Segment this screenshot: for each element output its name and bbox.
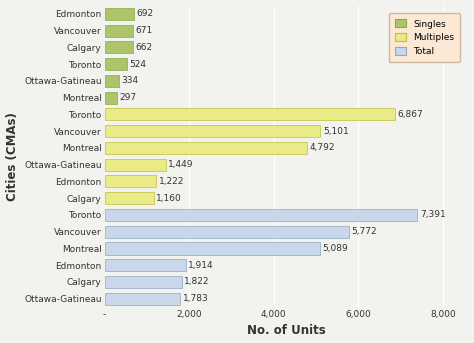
Bar [104,75,118,87]
Bar [104,192,154,204]
Bar [104,276,182,288]
Text: 692: 692 [137,9,154,19]
Text: 1,449: 1,449 [168,160,194,169]
Bar [104,159,166,171]
Bar [104,259,185,271]
Text: 4,792: 4,792 [310,143,335,152]
X-axis label: No. of Units: No. of Units [247,324,326,338]
Text: 5,089: 5,089 [322,244,348,253]
Bar [104,226,349,238]
Bar [104,243,320,255]
Text: 524: 524 [129,60,146,69]
Bar [104,25,133,37]
Text: 297: 297 [119,93,137,102]
Text: 1,222: 1,222 [159,177,184,186]
Bar [104,209,417,221]
Text: 662: 662 [135,43,152,52]
Text: 334: 334 [121,76,138,85]
Text: 1,160: 1,160 [156,194,182,203]
Bar [104,58,127,70]
Bar [104,92,117,104]
Text: 1,914: 1,914 [188,261,214,270]
Text: 671: 671 [136,26,153,35]
Bar [104,293,180,305]
Text: 7,391: 7,391 [420,211,446,220]
Bar [104,142,307,154]
Text: 1,783: 1,783 [182,294,208,303]
Bar [104,42,133,54]
Bar [104,175,156,188]
Text: 5,772: 5,772 [351,227,377,236]
Bar [104,108,395,120]
Legend: Singles, Multiples, Total: Singles, Multiples, Total [389,13,460,62]
Bar [104,125,320,137]
Text: 5,101: 5,101 [323,127,349,136]
Bar [104,8,134,20]
Text: 6,867: 6,867 [398,110,423,119]
Y-axis label: Cities (CMAs): Cities (CMAs) [6,112,18,201]
Text: 1,822: 1,822 [184,277,210,286]
